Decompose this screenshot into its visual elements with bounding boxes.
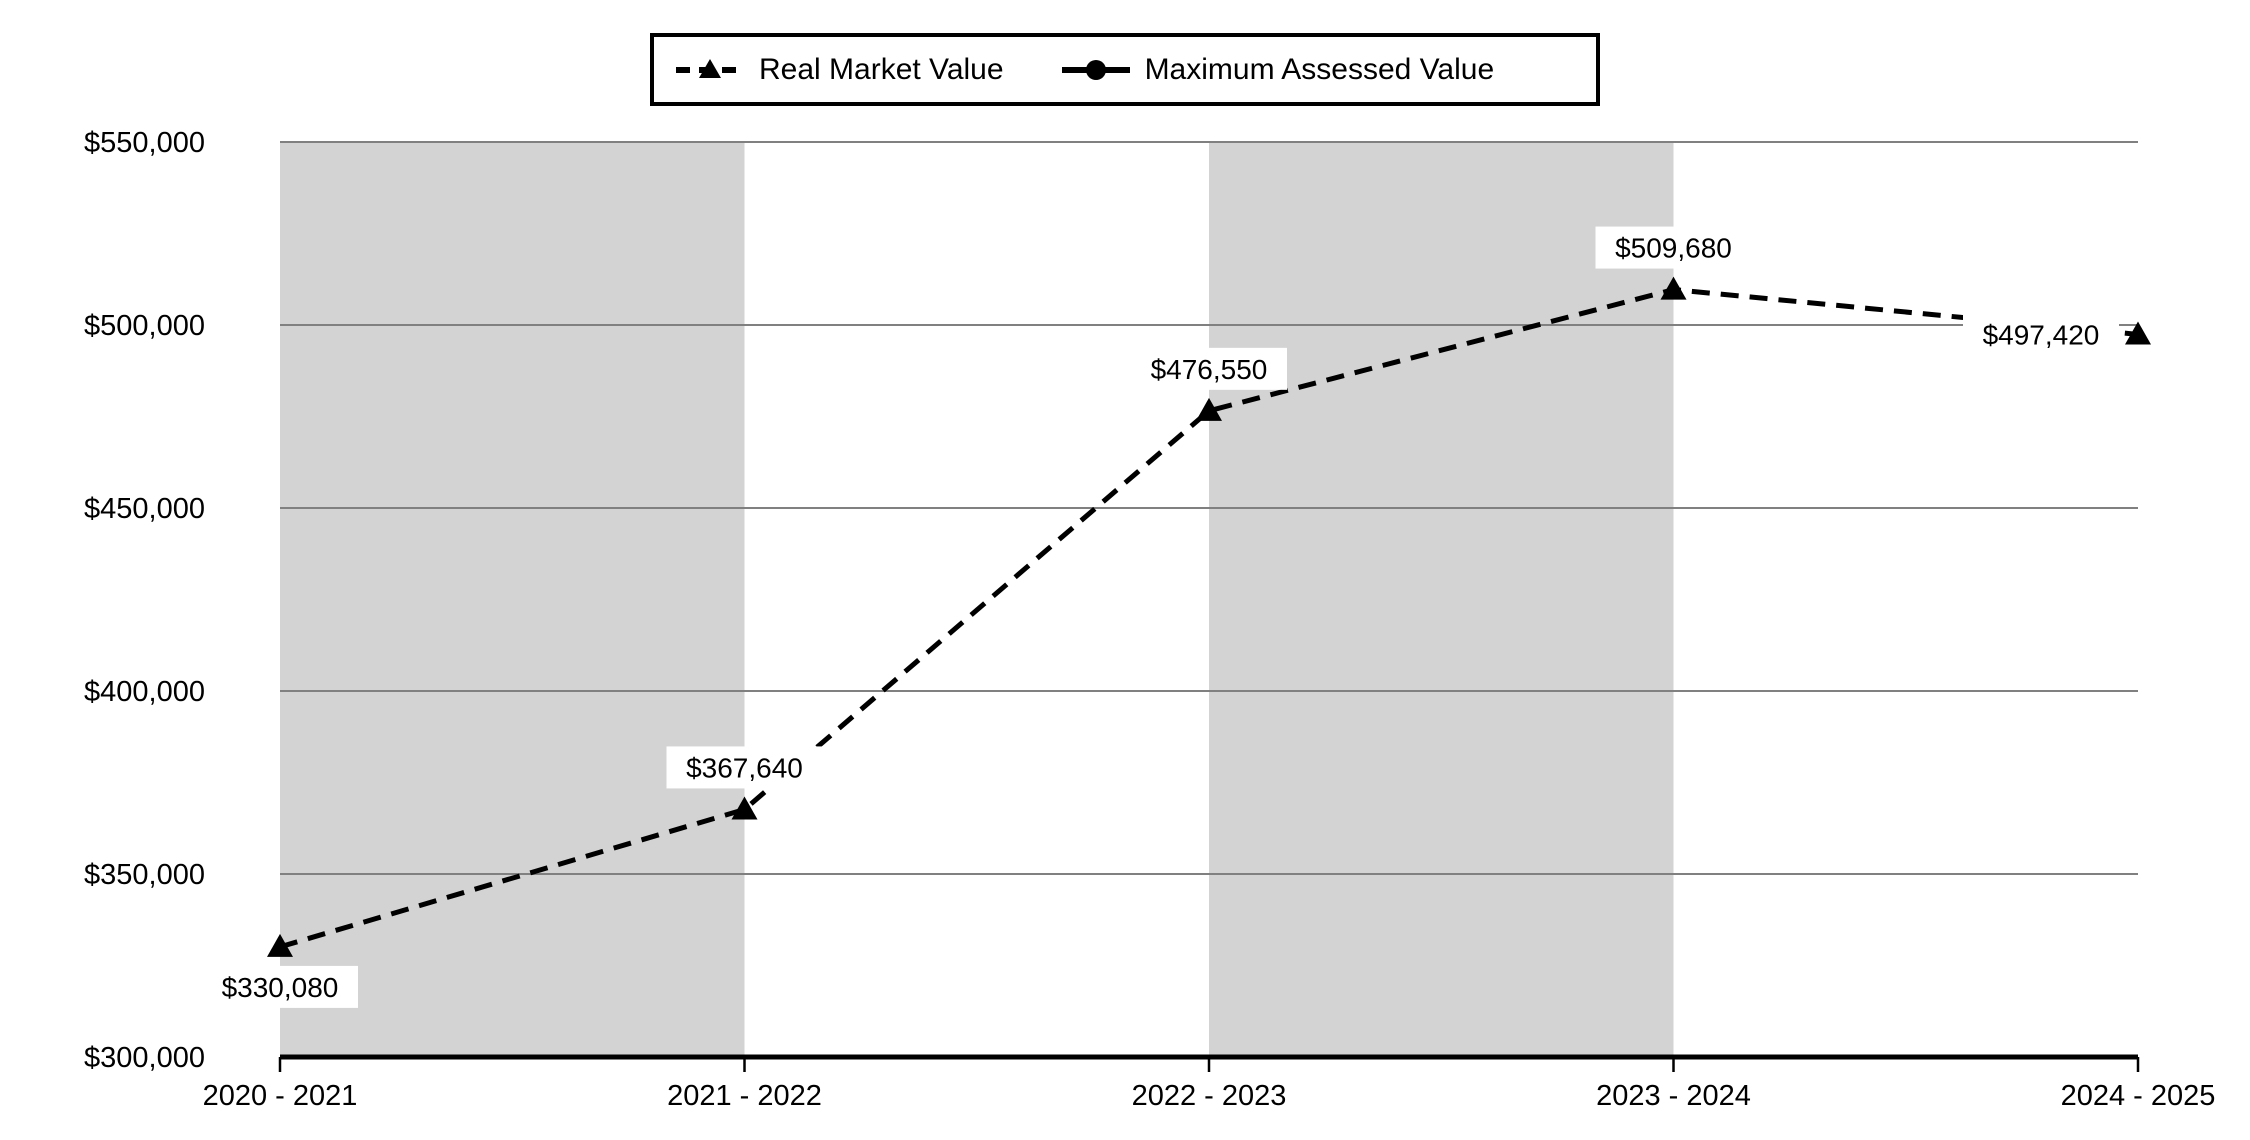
x-axis-tick-label: 2020 - 2021 — [203, 1080, 358, 1112]
background-band — [1209, 142, 1674, 1057]
x-axis-tick-label: 2023 - 2024 — [1596, 1080, 1751, 1112]
legend-label-maximum-assessed-value: Maximum Assessed Value — [1144, 52, 1495, 86]
data-label-background — [1131, 347, 1287, 390]
legend-label-real-market-value: Real Market Value — [759, 52, 1004, 86]
y-axis-tick-label: $450,000 — [84, 493, 205, 525]
data-label-background — [1963, 313, 2119, 356]
legend-item-real-market-value: Real Market Value — [676, 53, 1004, 87]
y-axis-tick-label: $550,000 — [84, 127, 205, 159]
x-axis-tick-label: 2022 - 2023 — [1132, 1080, 1287, 1112]
dashed-line-triangle-marker-icon — [676, 58, 744, 78]
y-axis-tick-label: $350,000 — [84, 859, 205, 891]
data-label: $497,420 — [1983, 319, 2100, 350]
data-point-marker-triangle — [267, 933, 293, 957]
data-label: $476,550 — [1151, 354, 1268, 385]
data-point-marker-triangle — [731, 796, 758, 820]
real-market-value-line — [279, 287, 2139, 950]
solid-line-circle-marker-icon — [1061, 59, 1130, 80]
legend: Real Market Value Maximum Assessed Value — [650, 33, 1600, 106]
x-axis-tick-label: 2024 - 2025 — [2061, 1080, 2216, 1112]
y-axis-tick-label: $400,000 — [84, 676, 205, 708]
legend-item-maximum-assessed-value: Maximum Assessed Value — [1061, 52, 1495, 87]
data-label-background — [202, 965, 358, 1008]
y-axis-tick-label: $300,000 — [84, 1042, 205, 1074]
background-band — [280, 142, 745, 1057]
data-label-background — [1595, 226, 1752, 269]
data-point-marker-triangle — [1660, 276, 1687, 300]
data-label: $509,680 — [1615, 233, 1732, 264]
data-label: $367,640 — [686, 752, 803, 783]
data-point-marker-triangle — [1196, 397, 1222, 421]
x-axis-tick-label: 2021 - 2022 — [667, 1080, 822, 1112]
data-point-marker-triangle — [2125, 321, 2151, 345]
data-label: $330,080 — [222, 972, 339, 1003]
data-label-background — [666, 746, 823, 789]
y-axis-tick-label: $500,000 — [84, 310, 205, 342]
